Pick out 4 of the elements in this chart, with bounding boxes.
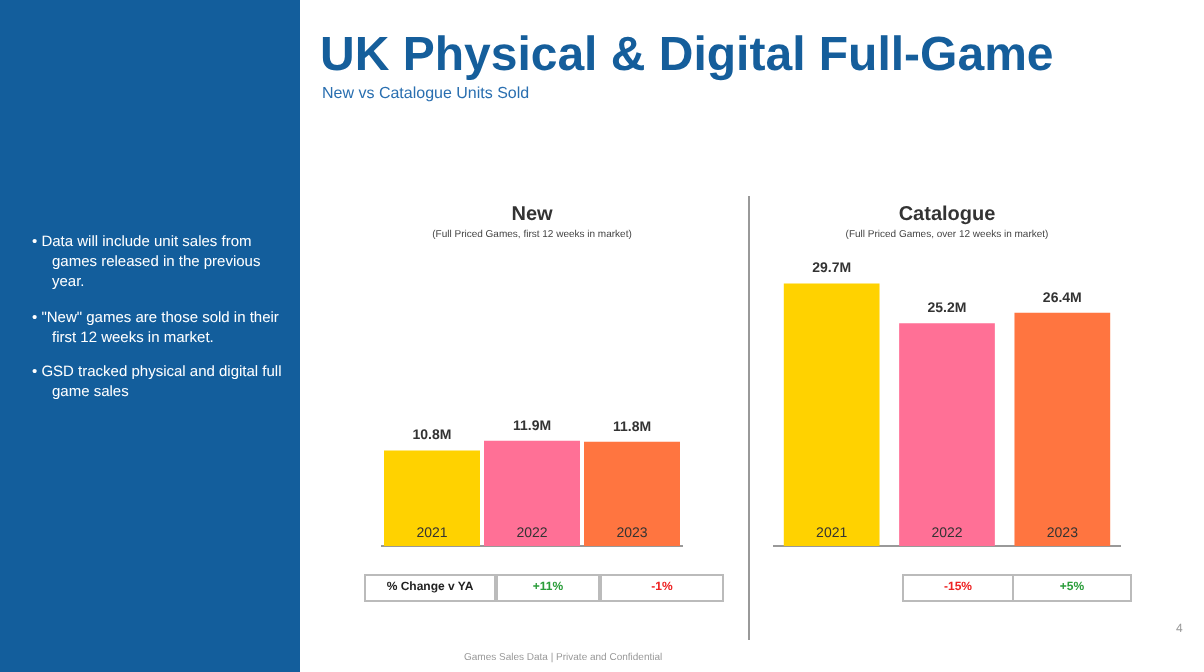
chart-title: New xyxy=(511,203,553,226)
chart-title: Catalogue xyxy=(898,203,997,226)
text: UK Physical & Digital Full-Game xyxy=(320,28,1054,84)
text: New vs Catalogue Units Sold xyxy=(322,84,530,102)
